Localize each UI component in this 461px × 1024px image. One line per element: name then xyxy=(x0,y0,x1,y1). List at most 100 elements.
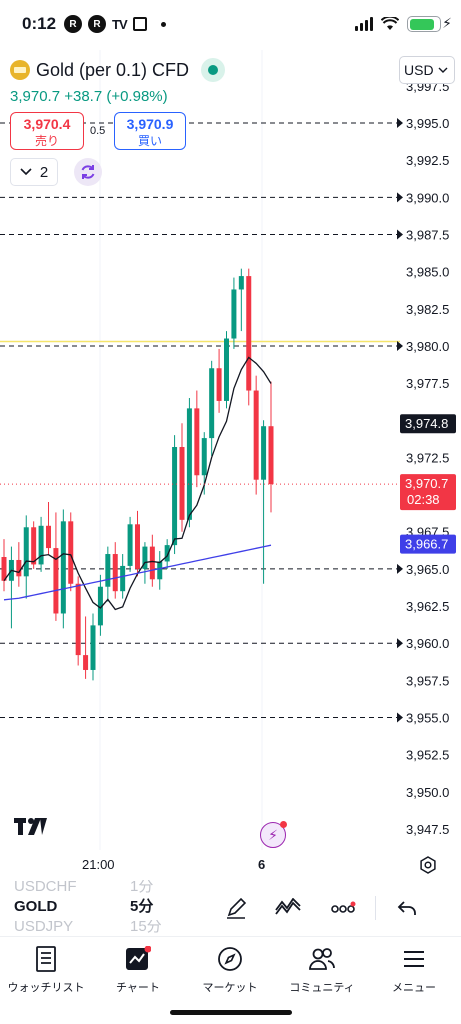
candle-body xyxy=(53,548,59,614)
symbol-option[interactable]: USDJPY xyxy=(14,920,74,934)
nav-label: マーケット xyxy=(202,982,258,994)
sell-label: 売り xyxy=(34,134,59,148)
candle-body xyxy=(209,368,215,439)
battery-icon: ⚡ xyxy=(407,15,452,32)
candle-body xyxy=(75,583,81,656)
candle-body xyxy=(246,276,252,391)
buy-button[interactable]: 3,970.9 買い xyxy=(114,112,186,150)
candle-body xyxy=(224,338,229,401)
price-axis-label: 3,992.5 xyxy=(406,153,449,168)
price-axis-label: 3,982.5 xyxy=(406,302,449,317)
nav-watchlist[interactable]: ウォッチリスト xyxy=(0,945,92,995)
candle-body xyxy=(90,625,96,670)
app-badge-icon: R xyxy=(64,15,82,33)
price-axis-label: 3,977.5 xyxy=(406,376,449,391)
symbol-header[interactable]: Gold (per 0.1) CFD xyxy=(10,58,226,82)
candle-body xyxy=(238,276,244,290)
nav-label: コミュニティ xyxy=(289,982,355,994)
signal-icon xyxy=(355,17,373,31)
currency-selector[interactable]: USD xyxy=(399,56,455,84)
time-axis-label: 6 xyxy=(258,857,266,872)
symbol-switcher[interactable]: USDCHF GOLD USDJPY xyxy=(14,880,77,934)
candle-body xyxy=(253,390,259,480)
symbol-option-selected[interactable]: GOLD xyxy=(14,898,58,915)
candle-body xyxy=(179,447,185,520)
replay-icon[interactable] xyxy=(74,158,102,186)
chart-area[interactable]: 3,997.5 3,995.0 3,992.5 3,990.0 3,987.5 3,985… xyxy=(0,50,461,880)
candle-body xyxy=(83,655,89,670)
symbol-option[interactable]: USDCHF xyxy=(14,880,77,894)
community-icon xyxy=(276,945,368,973)
watchlist-icon xyxy=(0,945,92,973)
chart-settings-gear-icon[interactable] xyxy=(419,856,437,874)
price-axis-label: 3,957.5 xyxy=(406,673,449,688)
candle-body xyxy=(172,447,178,546)
candle-body xyxy=(194,408,200,476)
symbol-name[interactable]: Gold (per 0.1) CFD xyxy=(36,59,190,80)
candle-body xyxy=(261,426,267,480)
system-status: ⚡ xyxy=(355,15,452,32)
chevron-down-icon xyxy=(438,67,448,73)
time-axis-label: 21:00 xyxy=(82,857,115,872)
buy-label: 買い xyxy=(137,134,162,148)
nav-label: メニュー xyxy=(392,982,436,994)
ma-price-badge-label: 3,966.7 xyxy=(405,537,448,552)
alert-marker-icon xyxy=(397,192,403,203)
nav-market[interactable]: マーケット xyxy=(184,945,276,995)
interval-option[interactable]: 15分 xyxy=(130,920,162,934)
nav-community[interactable]: コミュニティ xyxy=(276,945,368,995)
indicator-toggle-button[interactable]: 2 xyxy=(10,158,58,186)
price-axis-label: 3,950.0 xyxy=(406,785,449,800)
sell-button[interactable]: 3,970.4 売り xyxy=(10,112,84,150)
market-open-icon[interactable] xyxy=(201,58,226,82)
chevron-down-icon xyxy=(20,168,32,176)
interval-option[interactable]: 1分 xyxy=(130,880,154,894)
candle-body xyxy=(60,521,66,614)
toolbar-divider xyxy=(375,896,376,920)
price-axis-label: 3,947.5 xyxy=(406,822,449,837)
candle-body xyxy=(135,524,140,569)
price-chart[interactable]: 3,997.53,995.03,992.53,990.03,987.53,985… xyxy=(0,50,461,880)
menu-icon xyxy=(368,945,460,973)
drawing-pen-icon[interactable] xyxy=(222,894,250,922)
nav-label: チャート xyxy=(116,982,160,994)
price-summary: 3,970.7 +38.7 (+0.98%) xyxy=(10,88,168,105)
price-axis-label: 3,965.0 xyxy=(406,562,449,577)
price-axis-label: 3,987.5 xyxy=(406,227,449,242)
interval-switcher[interactable]: 1分 5分 15分 xyxy=(130,880,162,934)
indicators-icon[interactable] xyxy=(274,894,302,922)
price-axis-label: 3,985.0 xyxy=(406,265,449,280)
candle-body xyxy=(68,521,74,584)
more-options-icon[interactable] xyxy=(330,894,358,922)
interval-option-selected[interactable]: 5分 xyxy=(130,898,154,915)
alert-marker-icon xyxy=(397,638,403,649)
candle-body xyxy=(157,561,163,580)
home-indicator[interactable] xyxy=(170,1010,292,1015)
app-badge-icon: R xyxy=(88,15,106,33)
alert-marker-icon xyxy=(397,118,403,128)
status-bar: 0:12 R R TV ⚡ xyxy=(0,0,461,50)
price-axis-label: 3,995.0 xyxy=(406,116,449,131)
candle-body xyxy=(38,525,44,565)
alert-marker-icon xyxy=(397,229,403,240)
dot-icon xyxy=(160,21,166,27)
candle-body xyxy=(149,546,155,580)
gold-symbol-icon xyxy=(10,60,30,80)
screen-record-icon xyxy=(132,17,147,31)
candle-body xyxy=(127,524,133,566)
crosshair-price-badge xyxy=(400,414,456,434)
candle-body xyxy=(186,408,192,520)
candle-body xyxy=(268,426,274,485)
ma-price-badge xyxy=(400,534,456,554)
candle-body xyxy=(1,557,7,581)
nav-chart[interactable]: チャート xyxy=(92,945,184,995)
alert-marker-icon xyxy=(397,563,403,574)
candle-body xyxy=(31,527,37,565)
nav-menu[interactable]: メニュー xyxy=(368,945,460,995)
tradingview-logo xyxy=(14,816,48,842)
lightning-icon[interactable]: ⚡ xyxy=(260,821,287,848)
candle-body xyxy=(231,289,237,339)
price-axis-label: 3,955.0 xyxy=(406,711,449,726)
undo-icon[interactable] xyxy=(393,894,421,922)
notification-dot xyxy=(280,821,287,828)
